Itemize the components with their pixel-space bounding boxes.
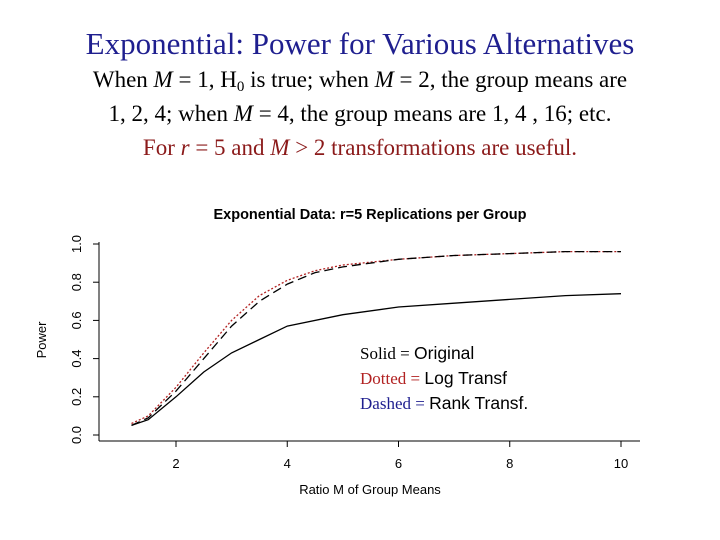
y-tick-label-3: 0.6: [69, 311, 84, 329]
series-line-solid: [131, 293, 622, 427]
legend-dotted: Dotted = Log Transf: [360, 368, 508, 388]
y-tick-label-0: 0.0: [69, 426, 84, 444]
slide-title: Exponential: Power for Various Alternati…: [85, 26, 635, 61]
x-axis-label: Ratio M of Group Means: [299, 482, 441, 497]
legend-dashed: Dashed = Rank Transf.: [360, 393, 529, 413]
y-tick-label-5: 1.0: [69, 235, 84, 253]
series-line-dashed: [131, 250, 621, 426]
series-line-dotted: [131, 250, 621, 425]
y-axis-label: Power: [34, 321, 49, 359]
y-tick-label-4: 0.8: [69, 273, 84, 291]
x-tick-label-8: 8: [506, 456, 513, 471]
chart-legend: Solid = Original Dotted = Log Transf Das…: [360, 341, 528, 416]
chart-axes: 2 4 6 8 10 0.0 0.2 0.4 0.6 0.8 1.0: [69, 235, 640, 471]
chart-series: [131, 250, 622, 427]
chart-title: Exponential Data: r=5 Replications per G…: [213, 207, 526, 223]
x-tick-label-4: 4: [284, 456, 291, 471]
x-tick-label-10: 10: [614, 456, 628, 471]
legend-solid: Solid = Original: [360, 343, 475, 363]
y-tick-label-2: 0.4: [69, 350, 84, 368]
subtitle-line-2: 1, 2, 4; when M = 4, the group means are…: [108, 101, 612, 126]
subtitle-line-3: For r = 5 and M > 2 transformations are …: [142, 135, 578, 160]
subtitle-line-1: When M = 1, H0 is true; when M = 2, the …: [92, 67, 628, 95]
y-tick-label-1: 0.2: [69, 388, 84, 406]
x-tick-label-6: 6: [395, 456, 402, 471]
x-tick-label-2: 2: [172, 456, 179, 471]
